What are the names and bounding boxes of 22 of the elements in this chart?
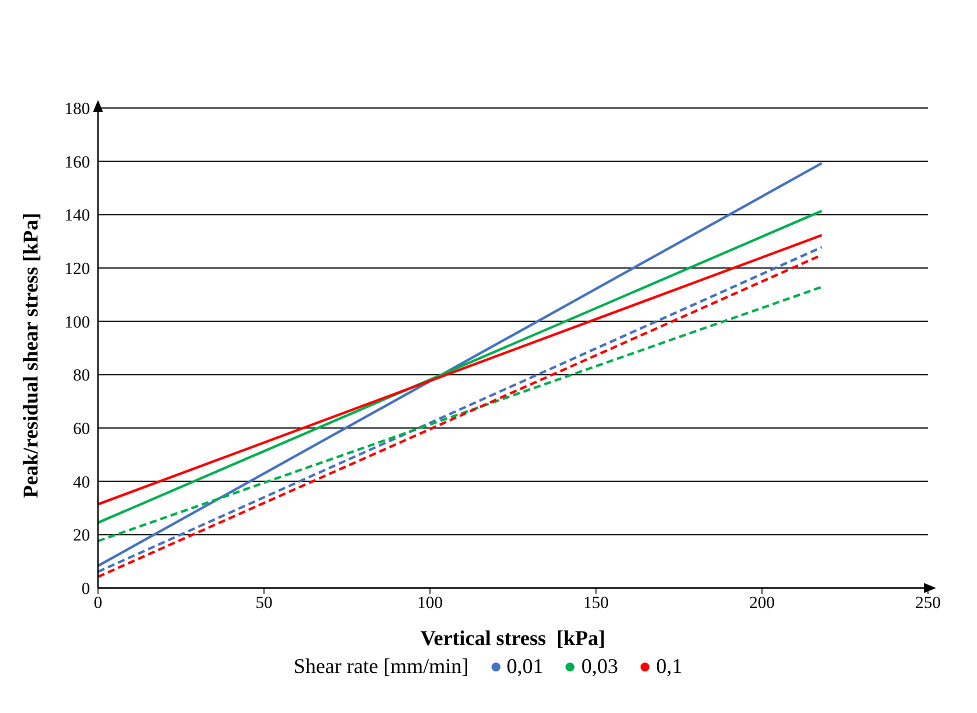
y-tick-label: 20 [73, 526, 90, 545]
y-tick-label: 40 [73, 472, 90, 492]
y-tick-label: 140 [64, 206, 90, 225]
y-tick-label: 0 [82, 579, 90, 598]
legend-title: Shear rate [mm/min] [294, 654, 469, 679]
y-tick-label: 180 [64, 99, 90, 118]
x-tick-label: 200 [749, 593, 775, 612]
x-tick-label: 100 [417, 593, 443, 612]
x-tick-label: 50 [256, 593, 272, 612]
legend-label: 0,1 [656, 654, 682, 679]
y-tick-label: 120 [64, 259, 90, 278]
x-tick-label: 0 [94, 593, 102, 612]
y-tick-label: 160 [64, 152, 90, 172]
y-tick-label: 60 [73, 419, 90, 438]
legend-label: 0,03 [581, 654, 618, 679]
y-axis-title: Peak/residual shear stress [kPa] [18, 212, 42, 498]
x-tick-label: 250 [915, 593, 941, 612]
x-tick-label: 150 [583, 593, 609, 612]
y-tick-label: 80 [73, 366, 90, 385]
y-tick-label: 100 [64, 312, 90, 332]
legend-label: 0,01 [506, 654, 544, 679]
x-axis-title: Vertical stress [kPa] [420, 626, 606, 651]
